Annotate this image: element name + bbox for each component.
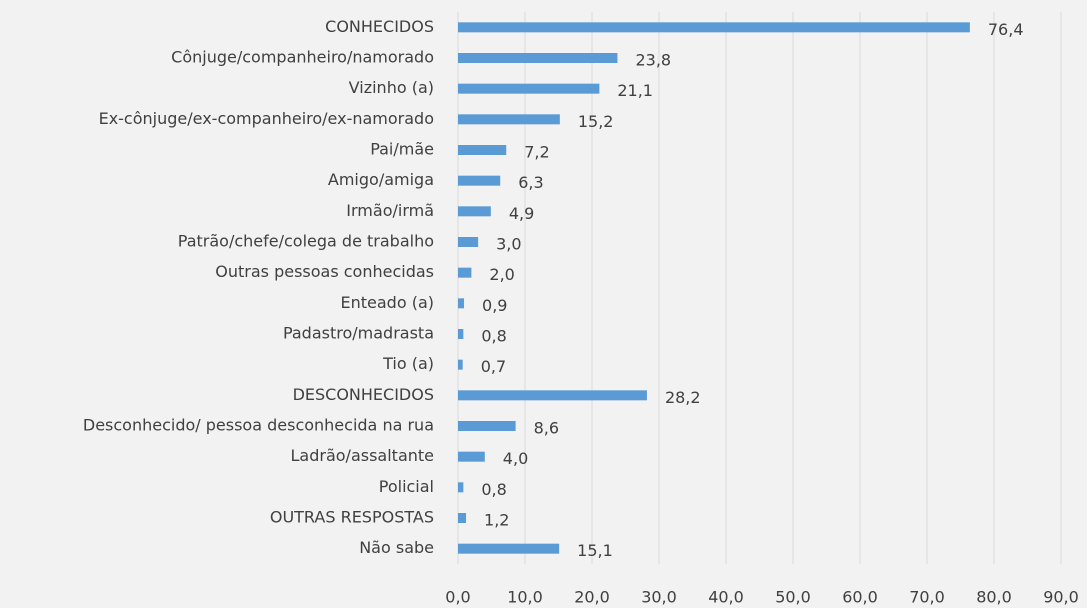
bar <box>458 114 560 125</box>
x-tick-label: 0,0 <box>445 588 470 607</box>
bar <box>458 543 560 554</box>
data-label: 0,7 <box>481 357 506 376</box>
bar <box>458 206 491 217</box>
y-tick-label: Patrão/chefe/colega de trabalho <box>178 232 434 251</box>
y-tick-label: Policial <box>379 477 434 496</box>
data-label: 76,4 <box>988 20 1024 39</box>
bar <box>458 83 600 94</box>
bar <box>458 53 618 63</box>
bar <box>458 390 647 401</box>
bar <box>458 145 507 155</box>
bar <box>458 267 472 278</box>
x-tick-label: 30,0 <box>641 588 677 607</box>
data-label: 1,2 <box>484 511 509 530</box>
data-label: 7,2 <box>524 143 549 162</box>
y-tick-label: Ex-cônjuge/ex-companheiro/ex-namorado <box>99 109 434 128</box>
bar <box>458 329 464 339</box>
y-tick-label: Vizinho (a) <box>349 78 434 97</box>
bar <box>458 451 485 462</box>
x-tick-label: 90,0 <box>1043 588 1079 607</box>
x-tick-label: 50,0 <box>775 588 811 607</box>
data-label: 2,0 <box>489 265 514 284</box>
bar <box>458 298 465 309</box>
data-label: 6,3 <box>518 173 543 192</box>
bar <box>458 22 970 33</box>
data-label: 15,2 <box>578 112 614 131</box>
x-tick-label: 20,0 <box>574 588 610 607</box>
y-tick-label: Enteado (a) <box>341 293 435 312</box>
y-tick-label: OUTRAS RESPOSTAS <box>270 508 434 527</box>
bar <box>458 513 467 523</box>
data-label: 21,1 <box>617 81 653 100</box>
data-label: 0,9 <box>482 296 507 315</box>
x-tick-label: 60,0 <box>842 588 878 607</box>
data-label: 3,0 <box>496 235 521 254</box>
y-tick-label: Não sabe <box>359 538 434 557</box>
data-label: 15,1 <box>577 541 613 560</box>
x-tick-label: 80,0 <box>976 588 1012 607</box>
y-tick-label: Tio (a) <box>382 354 434 373</box>
y-tick-label: Pai/mãe <box>370 140 434 159</box>
data-label: 8,6 <box>534 419 559 438</box>
bar <box>458 421 516 431</box>
y-tick-label: Outras pessoas conhecidas <box>215 262 434 281</box>
y-tick-label: Amigo/amiga <box>328 170 434 189</box>
data-label: 0,8 <box>481 327 506 346</box>
x-tick-label: 10,0 <box>507 588 543 607</box>
bar <box>458 237 479 247</box>
y-tick-label: Padastro/madrasta <box>283 324 434 343</box>
y-tick-label: DESCONHECIDOS <box>293 385 434 404</box>
y-tick-label: Cônjuge/companheiro/namorado <box>171 48 434 67</box>
bar <box>458 359 463 370</box>
y-tick-label: Desconhecido/ pessoa desconhecida na rua <box>83 416 434 435</box>
data-label: 4,9 <box>509 204 534 223</box>
bar <box>458 482 464 493</box>
y-tick-label: Ladrão/assaltante <box>291 446 435 465</box>
data-label: 4,0 <box>503 449 528 468</box>
y-tick-label: Irmão/irmã <box>346 201 434 220</box>
bar <box>458 175 501 186</box>
data-label: 28,2 <box>665 388 701 407</box>
x-tick-label: 40,0 <box>708 588 744 607</box>
data-label: 0,8 <box>481 480 506 499</box>
y-tick-label: CONHECIDOS <box>325 17 434 36</box>
x-tick-label: 70,0 <box>909 588 945 607</box>
data-label: 23,8 <box>635 51 671 70</box>
